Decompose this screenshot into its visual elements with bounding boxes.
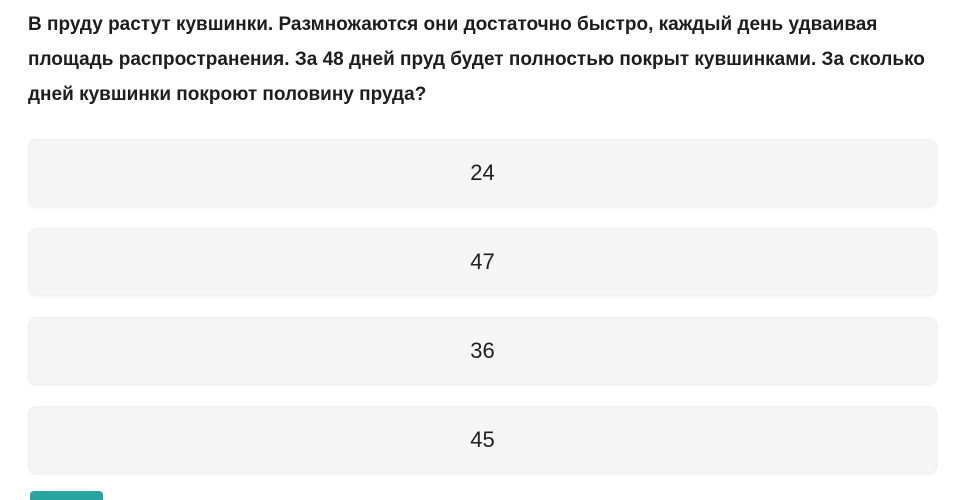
answer-option-label: 45 bbox=[470, 427, 495, 452]
answer-option[interactable]: 24 bbox=[28, 139, 937, 207]
question-line: площадь распространения. За 48 дней пруд… bbox=[28, 49, 925, 70]
question-text: В пруду растут кувшинки. Размножаются он… bbox=[28, 7, 925, 112]
answer-option[interactable]: 45 bbox=[28, 406, 937, 474]
answer-option[interactable]: 36 bbox=[28, 317, 937, 385]
answer-option-label: 24 bbox=[470, 160, 495, 185]
answer-option[interactable]: 47 bbox=[28, 228, 937, 296]
question-line: дней кувшинки покроют половину пруда? bbox=[28, 84, 427, 105]
answer-option-label: 36 bbox=[470, 338, 495, 363]
submit-button-partial[interactable] bbox=[30, 491, 103, 500]
answer-options: 24 47 36 45 bbox=[28, 139, 937, 495]
answer-option-label: 47 bbox=[470, 249, 495, 274]
question-line: В пруду растут кувшинки. Размножаются он… bbox=[28, 14, 878, 35]
